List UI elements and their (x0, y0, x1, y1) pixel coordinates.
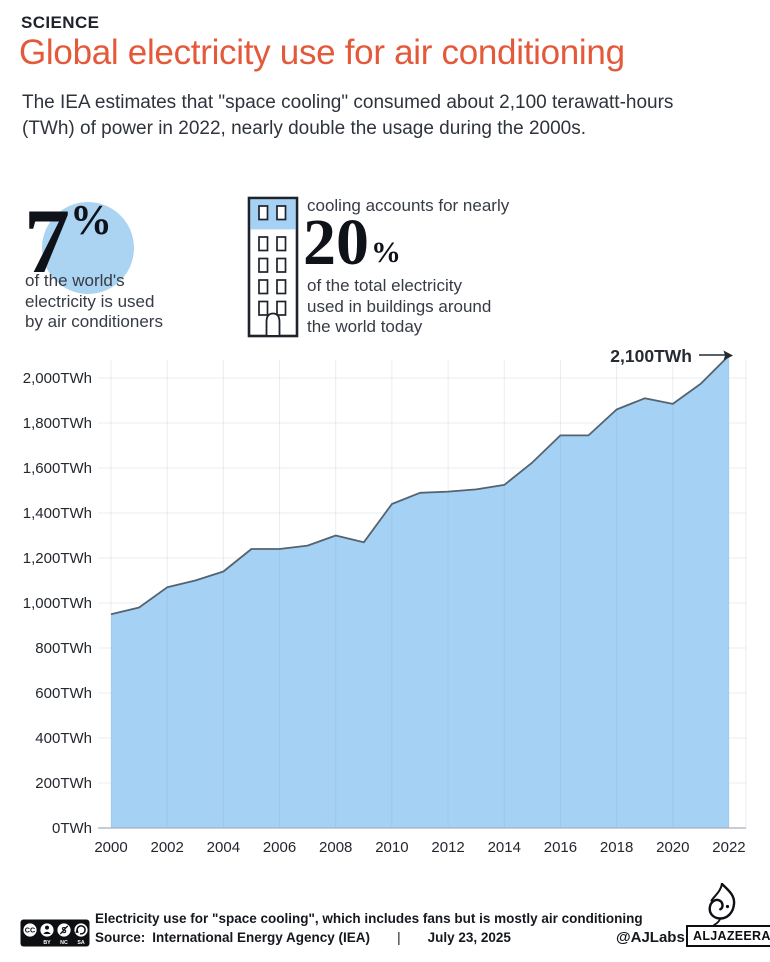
stat-7-caption: of the world's electricity is used by ai… (25, 271, 163, 333)
x-tick-label: 2018 (600, 839, 633, 856)
stat-highlight-circle (42, 202, 134, 294)
area-chart: 0TWh 200TWh 400TWh 600TWh 800TWh 1,000TWh 1,20… (23, 346, 747, 856)
stat-20-percent: 20% (303, 210, 401, 276)
cc-license-badge: CC $ BY NC SA (20, 919, 90, 947)
y-tick-label: 600TWh (35, 685, 92, 702)
caption-line: of the total electricity (307, 276, 462, 295)
publish-date: July 23, 2025 (427, 930, 511, 945)
x-tick-label: 2004 (207, 839, 240, 856)
source-line: Source: International Energy Agency (IEA… (95, 930, 511, 945)
x-tick-label: 2000 (94, 839, 127, 856)
stat-7-value: 7 (24, 190, 70, 292)
caption-line: of the world's (25, 271, 125, 290)
x-tick-label: 2008 (319, 839, 352, 856)
percent-sign: % (70, 198, 112, 244)
separator: | (397, 930, 401, 945)
stat-20-value: 20 (303, 206, 369, 279)
caption-line: electricity is used (25, 291, 155, 311)
svg-text:CC: CC (25, 926, 35, 935)
page-subtitle: The IEA estimates that "space cooling" c… (22, 90, 746, 141)
x-tick-label: 2012 (431, 839, 464, 856)
y-tick-label: 1,600TWh (23, 460, 92, 477)
subtitle-line-1: The IEA estimates that "space cooling" c… (22, 92, 674, 113)
aljazeera-calligraphy-logo (708, 883, 736, 926)
area-fill (111, 355, 729, 828)
y-tick-label: 1,200TWh (23, 550, 92, 567)
peak-annotation: 2,100TWh (610, 346, 692, 366)
chart-footnote: Electricity use for "space cooling", whi… (95, 911, 643, 926)
y-tick-label: 1,000TWh (23, 595, 92, 612)
license-by-label: BY (43, 940, 51, 946)
x-tick-label: 2016 (544, 839, 577, 856)
x-tick-label: 2014 (488, 839, 521, 856)
y-tick-label: 0TWh (52, 820, 92, 837)
y-tick-label: 800TWh (35, 640, 92, 657)
source-name: International Energy Agency (IEA) (152, 930, 371, 945)
x-tick-label: 2020 (656, 839, 689, 856)
section-label: SCIENCE (21, 13, 100, 32)
caption-line: used in buildings around (307, 296, 492, 316)
y-tick-label: 1,400TWh (23, 505, 92, 522)
peak-arrow-head (723, 350, 733, 361)
stat-20-intro: cooling accounts for nearly (307, 196, 510, 215)
stat-7-percent: 7% (24, 195, 112, 287)
license-nc-label: NC (60, 940, 68, 946)
license-sa-label: SA (77, 940, 85, 946)
building-icon (247, 196, 299, 338)
y-tick-label: 2,000TWh (23, 370, 92, 387)
source-label: Source: (95, 930, 146, 945)
stat-20-caption: of the total electricity used in buildin… (307, 276, 491, 338)
y-tick-label: 1,800TWh (23, 415, 92, 432)
x-tick-label: 2006 (263, 839, 296, 856)
trend-line (110, 354, 730, 616)
aljazeera-wordmark: ALJAZEERA (686, 925, 770, 947)
x-tick-label: 2022 (712, 839, 745, 856)
caption-line: the world today (307, 317, 423, 336)
ajlabs-credit: @AJLabs (616, 929, 685, 946)
percent-sign: % (371, 236, 401, 269)
y-tick-label: 400TWh (35, 730, 92, 747)
y-tick-label: 200TWh (35, 775, 92, 792)
subtitle-line-2: (TWh) of power in 2022, nearly double th… (22, 117, 587, 139)
caption-line: by air conditioners (25, 312, 163, 331)
x-tick-label: 2010 (375, 839, 408, 856)
x-tick-label: 2002 (150, 839, 183, 856)
page-title: Global electricity use for air condition… (19, 33, 625, 72)
